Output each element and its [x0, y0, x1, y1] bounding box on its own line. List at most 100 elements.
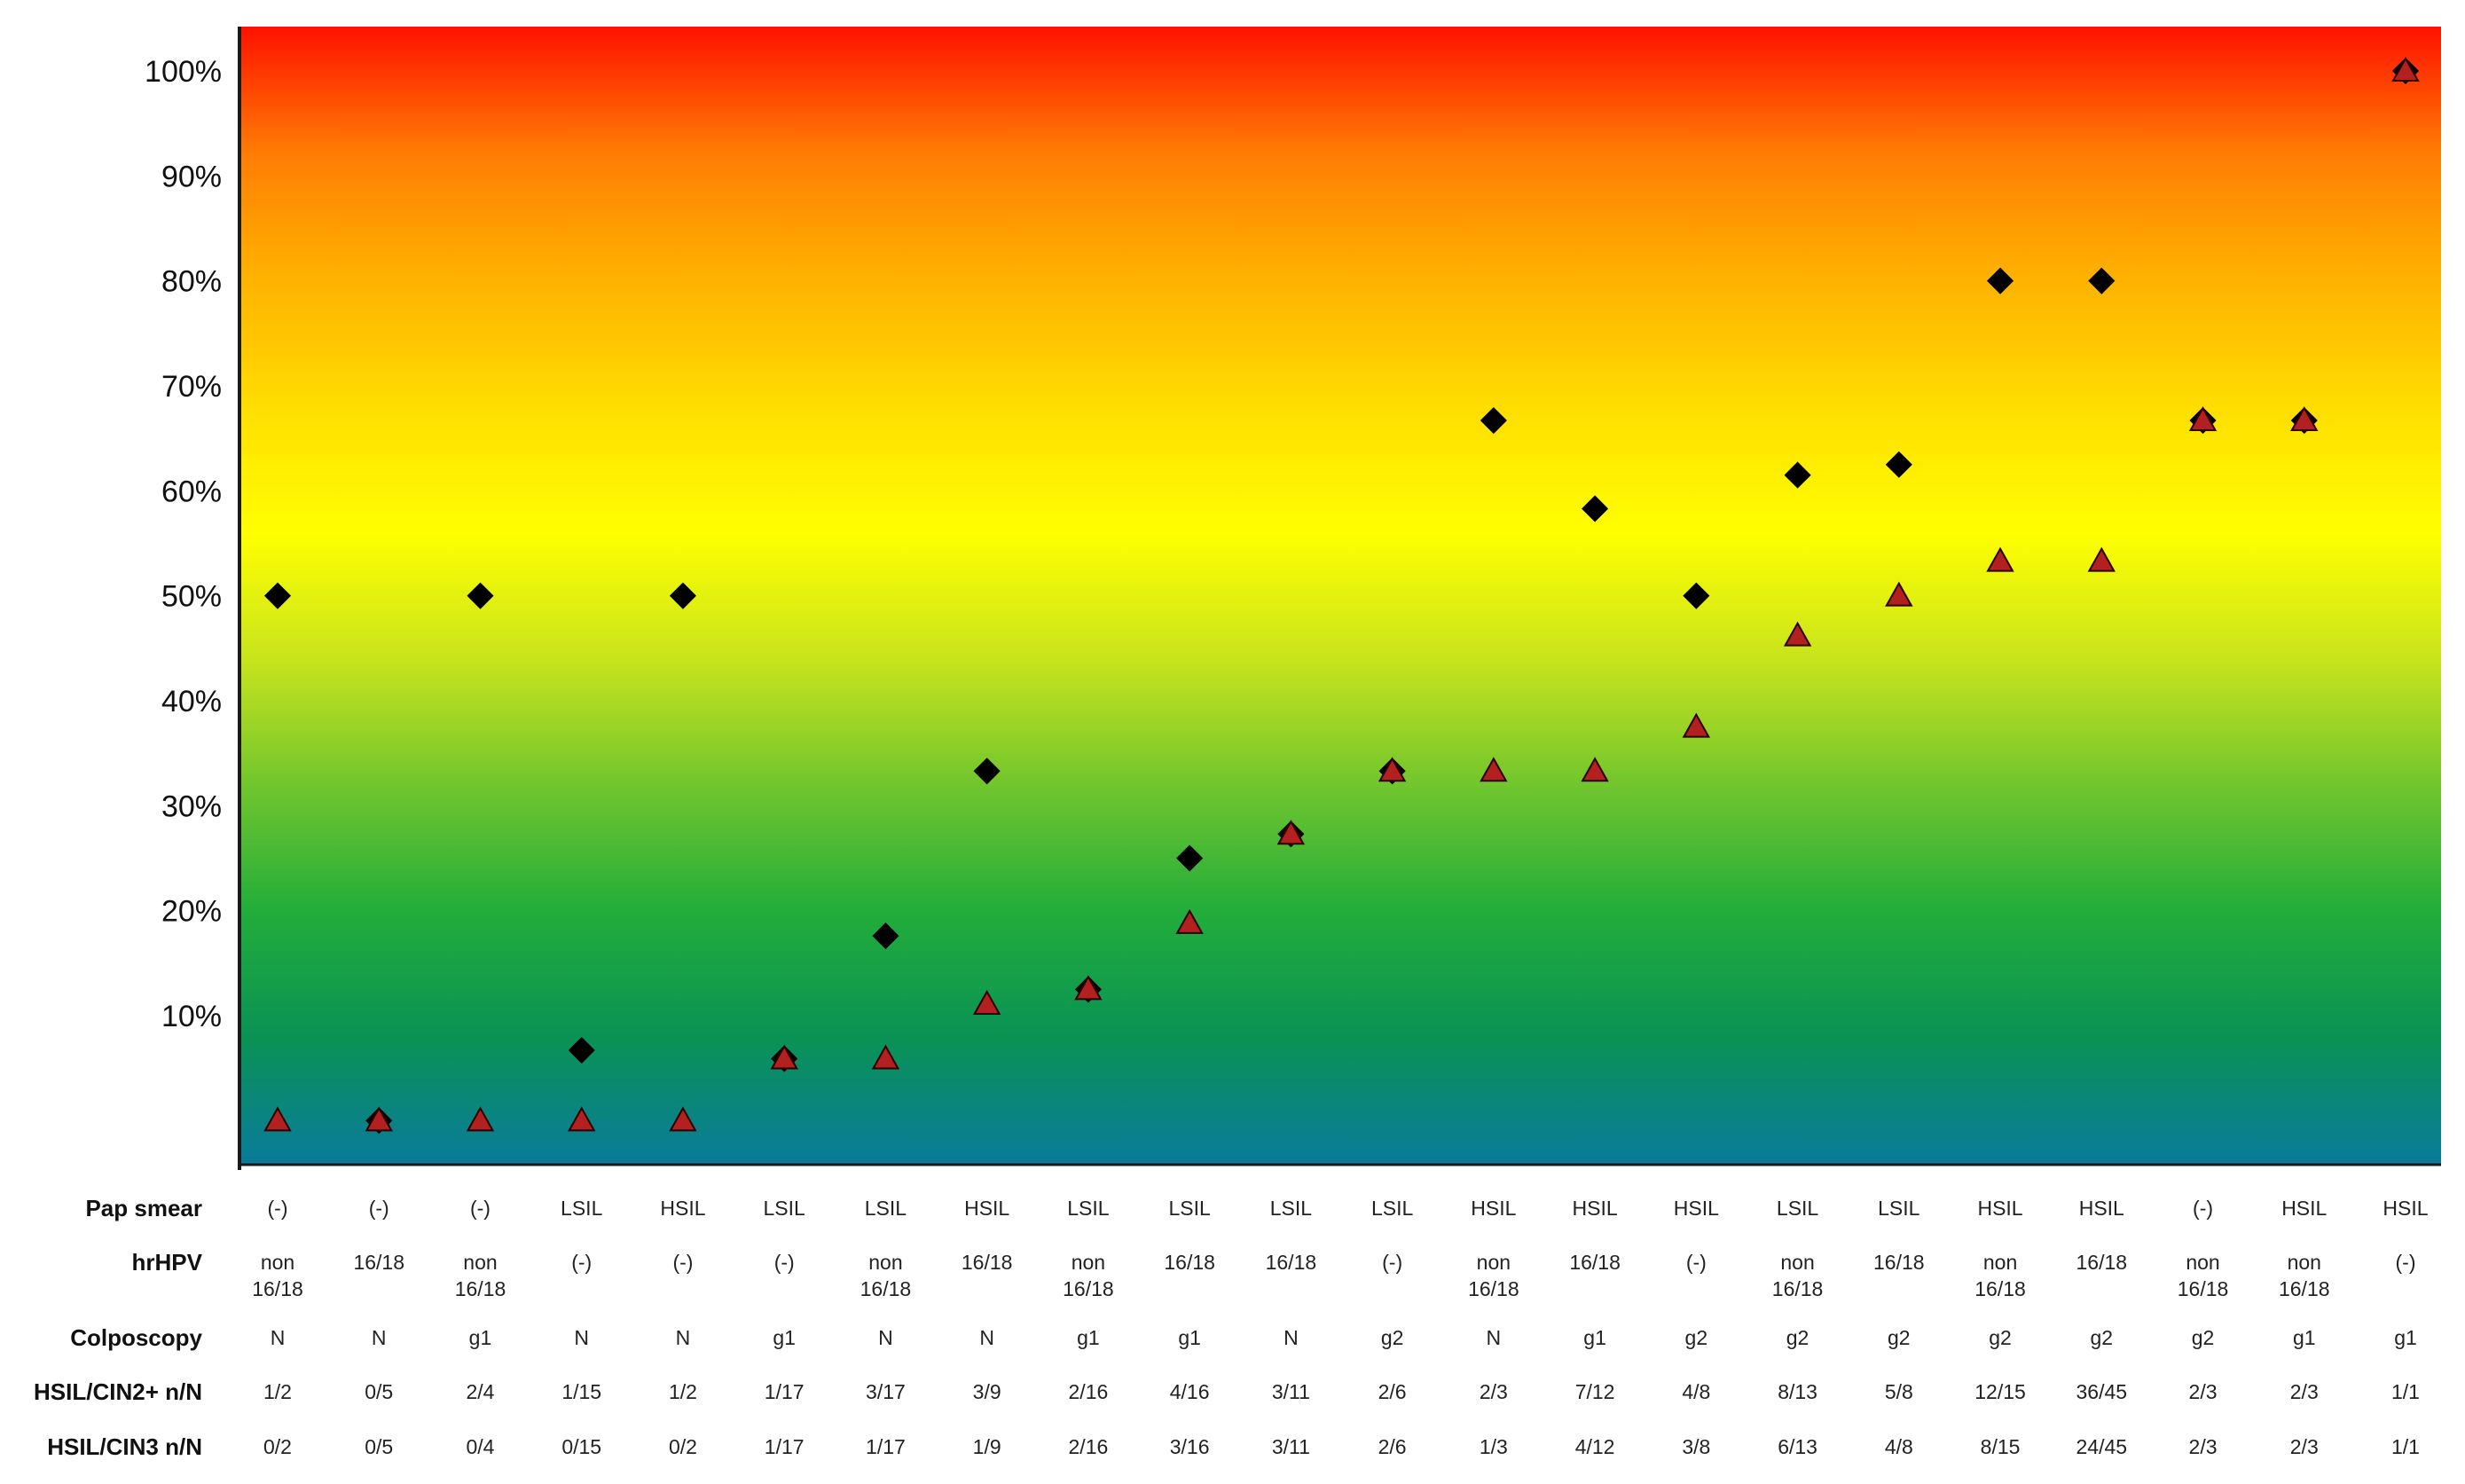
table-cell: 0/5 — [365, 1435, 393, 1458]
table-cell: 4/16 — [1170, 1380, 1210, 1403]
row-label: Pap smear — [85, 1195, 202, 1221]
table-cell: N — [271, 1326, 286, 1349]
table-cell: 1/17 — [866, 1435, 906, 1458]
table-cell: g1 — [469, 1326, 492, 1349]
diamond-point — [669, 582, 697, 609]
y-tick-label: 80% — [161, 265, 222, 299]
table-cell: g1 — [2293, 1326, 2316, 1349]
table-cell: 6/13 — [1778, 1435, 1817, 1458]
table-cell: 2/16 — [1069, 1435, 1109, 1458]
triangle-point — [263, 1106, 292, 1132]
table-cell: g1 — [773, 1326, 796, 1349]
table-cell: 5/8 — [1885, 1380, 1913, 1403]
table-cell: non — [1072, 1251, 1105, 1274]
table-cell: (-) — [1686, 1251, 1707, 1274]
triangle-point — [1175, 908, 1204, 934]
table-cell: HSIL — [964, 1197, 1009, 1220]
table-cell: 1/2 — [263, 1380, 292, 1403]
table-cell: g1 — [1583, 1326, 1606, 1349]
diamond-point — [1176, 844, 1204, 872]
table-cell: 1/15 — [561, 1380, 601, 1403]
table-cell: 2/3 — [1480, 1380, 1508, 1403]
y-tick-label: 90% — [161, 160, 222, 193]
table-cell: 2/3 — [2290, 1380, 2319, 1403]
table-cell: 16/18 — [353, 1251, 404, 1274]
table-cell: g2 — [2090, 1326, 2113, 1349]
y-tick-labels: 10% 20% 30% 40% 50% 60% 70% 80% 90% 100% — [145, 55, 222, 1033]
table-cell: 16/18 — [1772, 1277, 1824, 1300]
plot-area-background — [239, 27, 2441, 1165]
table-cell: HSIL — [1977, 1197, 2022, 1220]
y-tick-label: 10% — [161, 1000, 222, 1033]
table-cell: g2 — [1989, 1326, 2012, 1349]
diamond-point — [467, 582, 494, 609]
table-cell: N — [574, 1326, 589, 1349]
triangle-point — [1986, 546, 2014, 572]
table-cell: 36/45 — [2076, 1380, 2128, 1403]
table-cell: g2 — [2192, 1326, 2215, 1349]
table-cell: LSIL — [764, 1197, 806, 1220]
table-cell: g2 — [1786, 1326, 1809, 1349]
table-cell: 16/18 — [455, 1277, 506, 1300]
table-cell: 8/15 — [1981, 1435, 2021, 1458]
table-cell: 0/2 — [263, 1435, 292, 1458]
triangle-point — [1885, 581, 1913, 607]
table-cell: LSIL — [1067, 1197, 1110, 1220]
table-cell: LSIL — [1878, 1197, 1920, 1220]
y-tick-label: 40% — [161, 685, 222, 718]
triangle-point — [1480, 757, 1508, 782]
triangle-point — [1783, 621, 1812, 647]
triangle-point — [2391, 56, 2420, 82]
triangle-point — [1074, 975, 1103, 1001]
table-row-labels: Pap smear hrHPV Colposcopy HSIL/CIN2+ n/N HS… — [34, 1195, 203, 1460]
diamond-point — [872, 923, 899, 950]
triangle-point — [669, 1106, 697, 1132]
row-label: Colposcopy — [70, 1324, 202, 1351]
row-label: HSIL/CIN2+ n/N — [34, 1378, 202, 1405]
row-label: HSIL/CIN3 n/N — [47, 1433, 202, 1460]
table-cell: 16/18 — [1164, 1251, 1215, 1274]
table-cell: non — [1983, 1251, 2017, 1274]
table-cell: 16/18 — [2178, 1277, 2229, 1300]
table-cell: 3/11 — [1272, 1435, 1310, 1458]
table-cell: (-) — [571, 1251, 592, 1274]
table-cell: 16/18 — [1266, 1251, 1317, 1274]
table-cell: (-) — [774, 1251, 795, 1274]
diamond-point — [1784, 461, 1811, 489]
table-cell: 7/12 — [1575, 1380, 1615, 1403]
table-cell: 16/18 — [1063, 1277, 1114, 1300]
table-cell: 12/15 — [1974, 1380, 2026, 1403]
y-tick-label: 60% — [161, 475, 222, 508]
triangle-point — [2188, 406, 2218, 432]
table-cell: 16/18 — [962, 1251, 1013, 1274]
table-cell: HSIL — [1471, 1197, 1516, 1220]
table-cell: non — [2186, 1251, 2219, 1274]
table-cell: (-) — [2396, 1251, 2416, 1274]
table-cell: HSIL — [660, 1197, 705, 1220]
table-cell: 16/18 — [2076, 1251, 2128, 1274]
table-cell: HSIL — [2281, 1197, 2327, 1220]
table-cell: non — [1780, 1251, 1814, 1274]
diamond-point — [2088, 267, 2116, 294]
table-cell: LSIL — [1371, 1197, 1414, 1220]
table-cell: 2/6 — [1378, 1435, 1407, 1458]
triangle-point — [1276, 820, 1306, 845]
table-cell: LSIL — [1777, 1197, 1819, 1220]
table-cell: 8/13 — [1778, 1380, 1817, 1403]
table-cell: g1 — [1077, 1326, 1100, 1349]
table-cell: 4/8 — [1885, 1435, 1913, 1458]
table-cell: 1/3 — [1480, 1435, 1508, 1458]
table-cell: HSIL — [1573, 1197, 1618, 1220]
table-cell: 0/5 — [365, 1380, 393, 1403]
diamond-point — [1885, 451, 1912, 478]
y-tick-label: 70% — [161, 370, 222, 404]
table-cell: 2/6 — [1378, 1380, 1407, 1403]
table-cell: 3/9 — [973, 1380, 1001, 1403]
table-cell: 1/17 — [765, 1380, 805, 1403]
table-cell: (-) — [369, 1197, 389, 1220]
table-cell: 1/9 — [973, 1435, 1001, 1458]
table-cell: LSIL — [1168, 1197, 1211, 1220]
table-cell: (-) — [470, 1197, 491, 1220]
triangle-point — [365, 1106, 393, 1132]
